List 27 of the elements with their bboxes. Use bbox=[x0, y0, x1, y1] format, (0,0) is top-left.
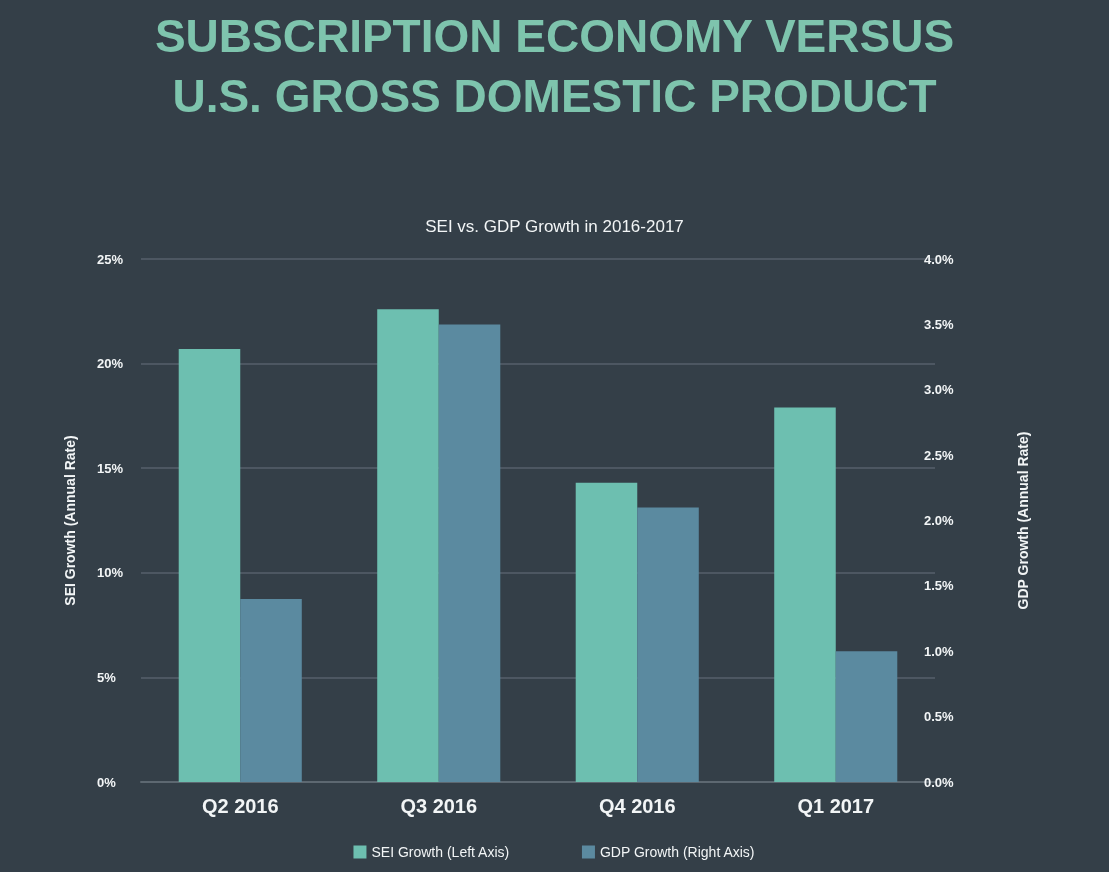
bar bbox=[178, 348, 241, 782]
y-tick-label: 0% bbox=[97, 774, 117, 790]
chart-title: SUBSCRIPTION ECONOMY VERSUS U.S. GROSS DOMESTIC PRODUCT bbox=[153, 9, 956, 124]
y-axis-title: SEI Growth (Annual Rate) bbox=[62, 435, 78, 606]
y2-tick-label: 0.0% bbox=[924, 774, 955, 790]
y2-tick-label: 1.0% bbox=[924, 643, 955, 659]
y-tick-label: 5% bbox=[97, 669, 117, 685]
y-tick-label: 15% bbox=[97, 460, 124, 476]
bar bbox=[774, 407, 836, 782]
chart-subtitle: SEI vs. GDP Growth in 2016-2017 bbox=[425, 217, 684, 236]
y2-axis-title: GDP Growth (Annual Rate) bbox=[1015, 431, 1031, 610]
y-tick-label: 20% bbox=[97, 356, 124, 372]
y2-tick-label: 4.0% bbox=[924, 251, 955, 267]
x-tick-label: Q2 2016 bbox=[201, 795, 279, 817]
y-tick-label: 25% bbox=[97, 251, 124, 267]
x-tick-label: Q3 2016 bbox=[400, 795, 478, 817]
y2-tick-label: 0.5% bbox=[924, 709, 955, 725]
legend-label: GDP Growth (Right Axis) bbox=[599, 844, 755, 860]
y2-tick-label: 3.5% bbox=[924, 316, 955, 332]
y2-tick-label: 2.5% bbox=[924, 447, 955, 463]
x-tick-label: Q1 2017 bbox=[797, 795, 875, 817]
y2-tick-label: 1.5% bbox=[924, 578, 955, 594]
legend-label: SEI Growth (Left Axis) bbox=[371, 844, 510, 860]
y2-tick-label: 3.0% bbox=[924, 382, 955, 398]
y2-tick-label: 2.0% bbox=[924, 513, 955, 528]
y-tick-label: 10% bbox=[97, 565, 124, 581]
x-tick-label: Q4 2016 bbox=[598, 795, 676, 817]
